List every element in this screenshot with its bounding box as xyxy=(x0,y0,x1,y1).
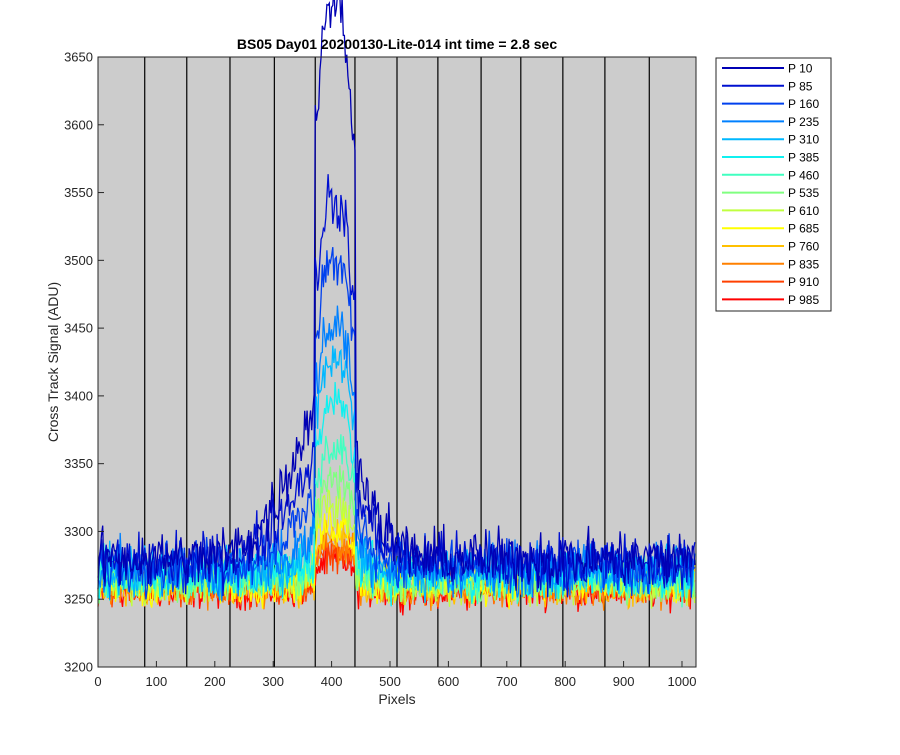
y-tick-label: 3300 xyxy=(64,524,93,539)
legend-entry-label: P 160 xyxy=(788,97,819,111)
x-tick-label: 800 xyxy=(554,674,576,689)
legend-entry-label: P 535 xyxy=(788,186,819,200)
x-tick-label: 200 xyxy=(204,674,226,689)
y-axis-label: Cross Track Signal (ADU) xyxy=(45,282,61,442)
y-tick-label: 3350 xyxy=(64,456,93,471)
legend-entry-label: P 685 xyxy=(788,222,819,236)
x-tick-label: 900 xyxy=(613,674,635,689)
x-tick-label: 300 xyxy=(262,674,284,689)
legend-entry-label: P 910 xyxy=(788,275,819,289)
x-axis: 0 100 200 300 400 500 600 700 800 900 1000 xyxy=(94,661,696,689)
y-tick-label: 3600 xyxy=(64,117,93,132)
x-tick-label: 400 xyxy=(321,674,343,689)
y-tick-label: 3250 xyxy=(64,592,93,607)
legend-entry-label: P 310 xyxy=(788,133,819,147)
x-tick-label: 500 xyxy=(379,674,401,689)
chart-title: BS05 Day01 20200130-Lite-014 int time = … xyxy=(237,36,557,52)
legend-entry-label: P 835 xyxy=(788,257,819,271)
x-tick-label: 700 xyxy=(496,674,518,689)
y-tick-label: 3650 xyxy=(64,50,93,65)
y-tick-label: 3400 xyxy=(64,388,93,403)
legend-entry-label: P 235 xyxy=(788,115,819,129)
y-axis: 3200 3250 3300 3350 3400 3450 3500 3550 3600 3650 xyxy=(64,50,104,675)
x-tick-label: 100 xyxy=(146,674,168,689)
x-tick-label: 600 xyxy=(438,674,460,689)
legend-entry-label: P 760 xyxy=(788,240,819,254)
legend-items: P 10 P 85 P 160 P 235 P 310 P 385 P 460 P 535 P … xyxy=(722,62,819,307)
y-tick-label: 3200 xyxy=(64,660,93,675)
x-axis-label: Pixels xyxy=(378,691,415,707)
legend-entry-label: P 10 xyxy=(788,62,813,76)
y-tick-label: 3500 xyxy=(64,253,93,268)
y-tick-label: 3550 xyxy=(64,185,93,200)
x-tick-label: 0 xyxy=(94,674,101,689)
plot-frame xyxy=(97,56,697,668)
y-tick-label: 3450 xyxy=(64,321,93,336)
legend: P 10 P 85 P 160 P 235 P 310 P 385 P 460 P 535 P … xyxy=(715,57,832,312)
legend-box xyxy=(715,57,832,312)
legend-entry-label: P 85 xyxy=(788,79,813,93)
legend-entry-label: P 460 xyxy=(788,168,819,182)
legend-entry-label: P 385 xyxy=(788,151,819,165)
series-line-p-10 xyxy=(97,0,696,591)
series-lines xyxy=(97,0,696,616)
x-tick-label: 1000 xyxy=(668,674,697,689)
legend-entry-label: P 985 xyxy=(788,293,819,307)
legend-entry-label: P 610 xyxy=(788,204,819,218)
